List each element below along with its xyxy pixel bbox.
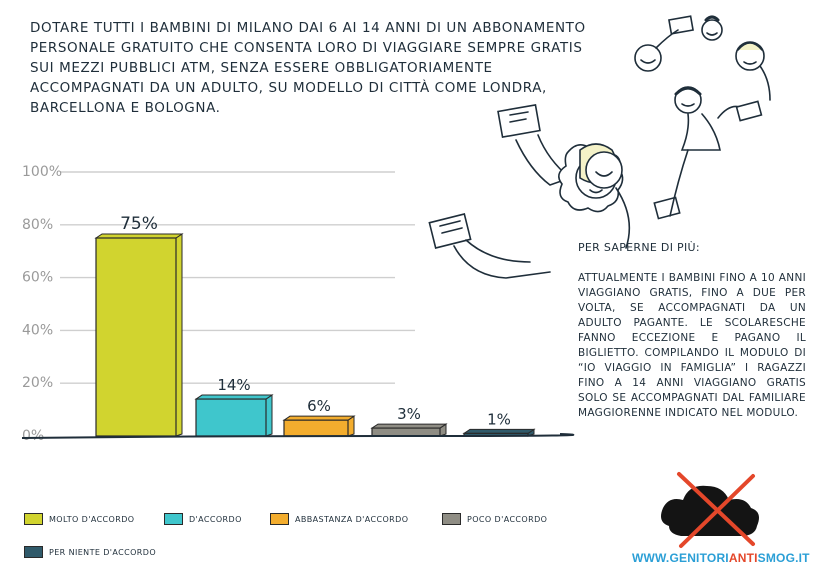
y-tick-label: 0% (22, 428, 44, 444)
info-body: Attualmente i bambini fino a 10 anni via… (578, 272, 806, 419)
url-part-anti: ANTI (728, 551, 758, 565)
legend-swatch (164, 513, 183, 525)
bar-value-label: 14% (217, 376, 250, 394)
bar-value-label: 75% (120, 214, 158, 234)
legend-swatch (270, 513, 289, 525)
y-axis-ticks: 0% 20% 40% 60% 80% 100% (22, 164, 62, 444)
bar-value-label: 3% (397, 405, 421, 423)
legend-swatch (442, 513, 461, 525)
bar-side (175, 233, 183, 437)
url-part-genitori: GENITORI (669, 551, 729, 565)
legend-label: Per niente d'accordo (49, 547, 157, 557)
url-suffix: .IT (795, 551, 810, 565)
y-tick-label: 20% (22, 375, 53, 391)
chart-bars (94, 233, 536, 437)
legend-label: D'accordo (189, 514, 242, 524)
x-axis-line (21, 433, 575, 439)
smog-cloud-icon (661, 485, 759, 536)
bar (283, 419, 349, 437)
children-illustration (428, 15, 771, 279)
info-heading: Per saperne di più: (578, 241, 700, 254)
legend-swatch (24, 513, 43, 525)
legend-label: Molto d'accordo (49, 514, 135, 524)
bar-side (265, 394, 273, 437)
legend-item: Abbastanza d'accordo (270, 513, 408, 525)
url-prefix: WWW. (632, 551, 670, 565)
bar-top (94, 233, 184, 239)
bar-value-labels: 75% 14% 6% 3% 1% (120, 214, 511, 428)
bar-top (194, 394, 274, 400)
legend-label: Poco d'accordo (467, 514, 548, 524)
bar-top (462, 428, 536, 434)
bar (195, 398, 267, 437)
antismog-logo (661, 472, 759, 548)
bar-top (282, 415, 356, 421)
y-tick-label: 60% (22, 270, 53, 286)
legend-label: Abbastanza d'accordo (295, 514, 409, 524)
y-tick-label: 100% (22, 164, 62, 180)
legend-item: Molto d'accordo (24, 513, 134, 525)
bar-value-label: 6% (307, 397, 331, 415)
url-part-smog: SMOG (757, 551, 796, 565)
legend-item: D'accordo (164, 513, 242, 525)
bar (371, 427, 441, 437)
legend-item: Poco d'accordo (442, 513, 547, 525)
bar-value-label: 1% (487, 410, 511, 428)
y-tick-label: 40% (22, 322, 53, 338)
info-panel: Per saperne di più: Attualmente i bambin… (578, 240, 806, 421)
survey-question: Dotare tutti i bambini di Milano dai 6 a… (30, 20, 586, 116)
legend-item: Per niente d'accordo (24, 546, 156, 558)
y-tick-label: 80% (22, 217, 53, 233)
website-link[interactable]: WWW.GENITORIANTISMOG.IT (632, 551, 810, 565)
legend-swatch (24, 546, 43, 558)
bar (95, 237, 177, 437)
